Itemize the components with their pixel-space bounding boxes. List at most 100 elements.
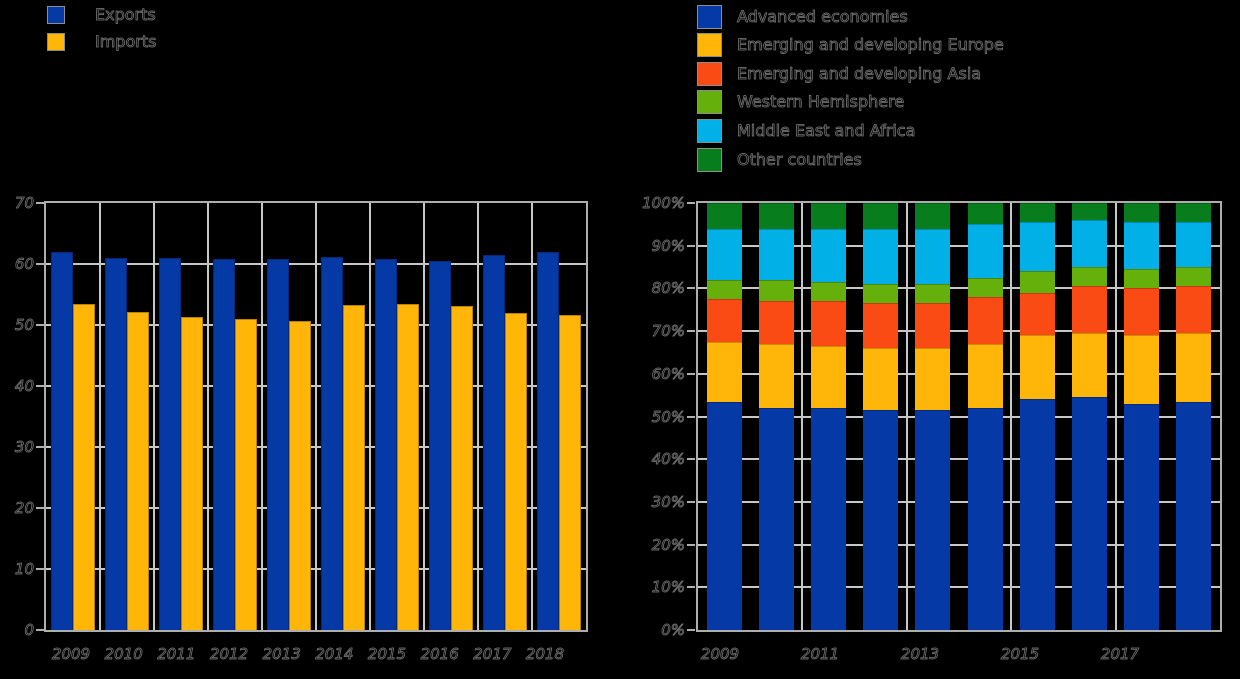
y-axis-label: 10	[14, 560, 35, 579]
bar-imports-2015	[397, 303, 419, 630]
segment-middle-east-and-africa-2017	[1124, 222, 1160, 270]
segment-advanced-economies-2014	[967, 407, 1003, 630]
y-axis-tick	[36, 385, 44, 387]
bar-imports-2014	[343, 304, 365, 630]
y-axis-tick	[36, 507, 44, 509]
legend-label-western-hemisphere: Western Hemisphere	[737, 91, 905, 112]
y-axis-label: 60	[14, 255, 35, 274]
segment-other-countries-2016	[1072, 203, 1107, 221]
x-axis-label: 2017	[473, 645, 512, 664]
y-axis-tick	[687, 500, 695, 503]
legend-label-middle-east-africa: Middle East and Africa	[737, 120, 916, 141]
segment-emerging-and-developing-asia-2018	[1176, 286, 1212, 334]
advanced-economies-swatch	[697, 5, 722, 29]
segment-western-hemisphere-2014	[967, 277, 1003, 297]
segment-emerging-and-developing-europe-2009	[706, 341, 742, 402]
segment-emerging-and-developing-europe-2017	[1124, 335, 1160, 404]
x-axis-label: 2016	[420, 645, 459, 664]
y-axis-tick	[687, 287, 695, 290]
stacked-bar-2016	[1072, 203, 1107, 630]
gridline-vertical	[531, 203, 533, 630]
legend-item-other-countries: Other countries	[697, 148, 862, 172]
segment-western-hemisphere-2011	[811, 282, 846, 302]
segment-western-hemisphere-2017	[1124, 269, 1160, 289]
stacked-bar-2012	[863, 203, 899, 630]
bar-exports-2010	[105, 257, 127, 630]
y-axis-label: 100%	[642, 194, 686, 213]
segment-emerging-and-developing-europe-2013	[915, 348, 951, 411]
x-axis-label: 2013	[262, 645, 301, 664]
gridline-horizontal	[698, 287, 1220, 290]
segment-advanced-economies-2010	[758, 407, 794, 630]
gridline-horizontal	[698, 458, 1220, 461]
y-axis-label: 90%	[651, 236, 685, 255]
trade-volume-plot	[44, 201, 588, 632]
y-axis-tick	[36, 202, 44, 204]
segment-western-hemisphere-2010	[758, 279, 794, 302]
legend-item-emerging-asia: Emerging and developing Asia	[697, 62, 981, 86]
segment-middle-east-and-africa-2011	[811, 228, 846, 283]
segment-western-hemisphere-2012	[863, 284, 899, 304]
stacked-bar-2009	[706, 203, 742, 630]
gridline-horizontal	[698, 500, 1220, 503]
legend-label-imports: Imports	[95, 32, 157, 52]
y-axis-label: 80%	[651, 279, 685, 298]
x-axis-label: 2011	[157, 645, 196, 664]
y-axis-label: 40%	[651, 450, 685, 469]
stacked-bar-2013	[915, 203, 951, 630]
segment-emerging-and-developing-asia-2017	[1124, 288, 1160, 336]
stacked-bar-2014	[967, 203, 1003, 630]
segment-middle-east-and-africa-2013	[915, 228, 951, 285]
bar-exports-2017	[483, 254, 505, 630]
bar-imports-2017	[505, 312, 527, 630]
segment-other-countries-2018	[1176, 203, 1212, 223]
segment-middle-east-and-africa-2009	[706, 228, 742, 280]
segment-middle-east-and-africa-2015	[1019, 222, 1055, 272]
legend-item-western-hemisphere: Western Hemisphere	[697, 90, 905, 114]
x-axis-label: 2011	[800, 645, 840, 664]
bar-imports-2010	[127, 312, 149, 630]
segment-other-countries-2012	[863, 203, 899, 229]
bar-imports-2016	[451, 306, 473, 630]
gridline-horizontal	[698, 543, 1220, 546]
y-axis-label: 0	[24, 621, 34, 640]
y-axis-tick	[687, 543, 695, 546]
gridline-horizontal	[698, 244, 1220, 247]
y-axis-tick	[687, 244, 695, 247]
gridline-vertical	[261, 203, 263, 630]
stacked-bar-2010	[758, 203, 794, 630]
y-axis-tick	[687, 586, 695, 589]
gridline-vertical	[1010, 203, 1013, 630]
stacked-bar-2018	[1176, 203, 1212, 630]
y-axis-label: 20%	[651, 535, 685, 554]
segment-western-hemisphere-2016	[1072, 267, 1107, 287]
y-axis-tick	[687, 202, 695, 204]
y-axis-label: 60%	[651, 364, 685, 383]
segment-emerging-and-developing-europe-2011	[811, 346, 846, 408]
bar-exports-2009	[51, 251, 73, 630]
y-axis-tick	[687, 458, 695, 461]
segment-advanced-economies-2012	[863, 410, 899, 630]
segment-emerging-and-developing-asia-2011	[811, 301, 846, 347]
y-axis-label: 30%	[651, 492, 685, 512]
bar-exports-2016	[429, 260, 451, 630]
partner-shares-plot	[696, 201, 1222, 632]
segment-western-hemisphere-2015	[1019, 271, 1055, 293]
gridline-horizontal	[698, 586, 1220, 589]
gridline-vertical	[477, 203, 479, 630]
y-axis-tick	[36, 446, 44, 448]
segment-emerging-and-developing-asia-2010	[758, 301, 794, 344]
x-axis-label: 2015	[1000, 645, 1040, 664]
y-axis-tick	[36, 629, 44, 631]
legend-item-emerging-europe: Emerging and developing Europe	[697, 33, 1004, 57]
y-axis-label: 0%	[661, 621, 685, 640]
middle-east-africa-swatch	[697, 119, 722, 143]
gridline-horizontal	[698, 330, 1220, 333]
y-axis-label: 70%	[651, 322, 685, 341]
stacked-bar-2017	[1124, 203, 1160, 630]
x-axis-label: 2009	[51, 645, 91, 664]
segment-middle-east-and-africa-2014	[967, 224, 1003, 278]
x-axis-label: 2014	[315, 645, 354, 664]
gridline-vertical	[207, 203, 209, 630]
